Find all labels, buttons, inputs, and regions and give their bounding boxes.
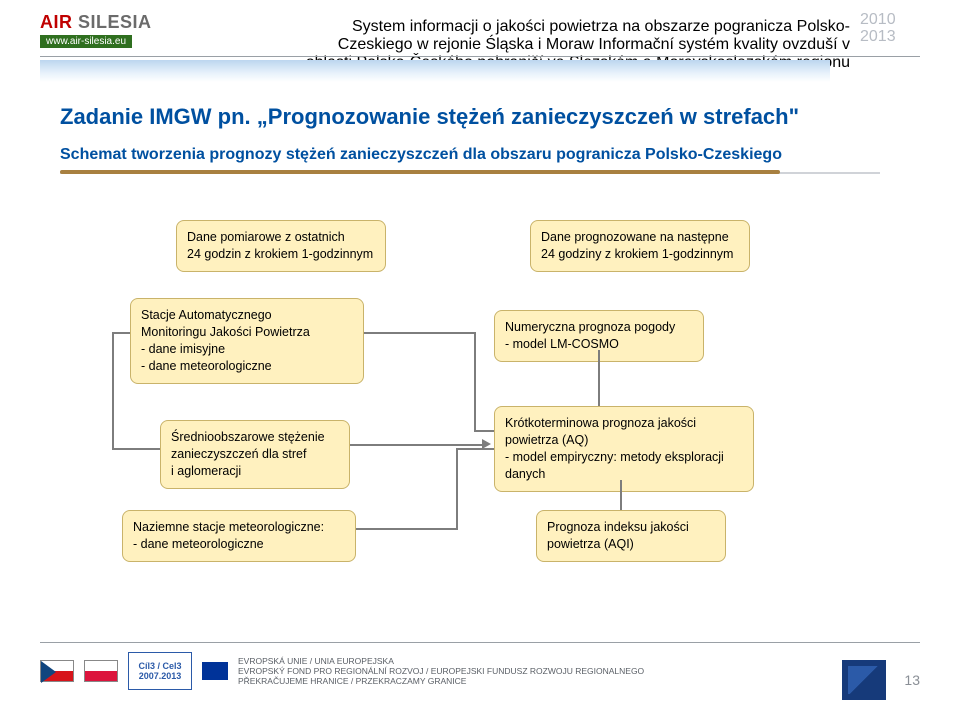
conn <box>112 448 160 450</box>
title-block: Zadanie IMGW pn. „Prognozowanie stężeń z… <box>60 104 900 166</box>
slide-title: Zadanie IMGW pn. „Prognozowanie stężeń z… <box>60 104 900 130</box>
box-line: Monitoringu Jakości Powietrza <box>141 324 353 341</box>
header-rule <box>40 56 920 57</box>
flag-pl-icon <box>84 660 118 682</box>
arrow-icon <box>482 439 491 449</box>
conn <box>620 480 622 510</box>
box-line: Dane prognozowane na następne <box>541 229 739 246</box>
box-line: zanieczyszczeń dla stref <box>171 446 339 463</box>
conn <box>364 332 474 334</box>
box-line: powietrza (AQ) <box>505 432 743 449</box>
box-line: powietrza (AQI) <box>547 536 715 553</box>
box-line: Prognoza indeksu jakości <box>547 519 715 536</box>
box-aq-forecast: Krótkoterminowa prognoza jakościpowietrz… <box>494 406 754 492</box>
footer-rule <box>40 642 920 643</box>
conn <box>598 350 600 406</box>
conn <box>112 332 114 450</box>
box-line: - model empiryczny: metody eksploracji <box>505 449 743 466</box>
conn <box>456 448 458 530</box>
box-area-concentration: Średnioobszarowe stężeniezanieczyszczeń … <box>160 420 350 489</box>
slide: AIR SILESIA www.air-silesia.eu System in… <box>0 0 960 720</box>
eu-text: EVROPSKÁ UNIE / UNIA EUROPEJSKA EVROPSKÝ… <box>238 656 644 687</box>
conn <box>350 444 482 446</box>
brand-logo: AIR SILESIA www.air-silesia.eu <box>40 12 152 48</box>
tab-active-bar <box>60 170 780 174</box>
box-line: - dane imisyjne <box>141 341 353 358</box>
year-start: 2010 <box>860 12 920 29</box>
conn <box>112 332 130 334</box>
brand-red: AIR <box>40 12 73 32</box>
flowchart: Dane pomiarowe z ostatnich24 godzin z kr… <box>0 190 960 620</box>
box-line: Naziemne stacje meteorologiczne: <box>133 519 345 536</box>
box-line: - dane meteorologiczne <box>133 536 345 553</box>
box-line: Stacje Automatycznego <box>141 307 353 324</box>
header: AIR SILESIA www.air-silesia.eu System in… <box>0 0 960 86</box>
box-ground-stations: Naziemne stacje meteorologiczne:- dane m… <box>122 510 356 562</box>
conn <box>474 332 476 432</box>
brand-grey: SILESIA <box>73 12 152 32</box>
programme-badge: Cíl3 / Cel3 2007.2013 <box>128 652 192 690</box>
page-number: 13 <box>904 672 920 688</box>
flag-cz-icon <box>40 660 74 682</box>
box-aqi-forecast: Prognoza indeksu jakościpowietrza (AQI) <box>536 510 726 562</box>
box-line: danych <box>505 466 743 483</box>
brand-url: www.air-silesia.eu <box>40 35 132 48</box>
box-line: 24 godzin z krokiem 1-godzinnym <box>187 246 375 263</box>
prog-line1: Cíl3 / Cel3 <box>138 661 181 671</box>
prog-line2: 2007.2013 <box>139 671 182 681</box>
footer: Cíl3 / Cel3 2007.2013 EVROPSKÁ UNIE / UN… <box>0 642 960 720</box>
box-line: Krótkoterminowa prognoza jakości <box>505 415 743 432</box>
box-monitoring-stations: Stacje AutomatycznegoMonitoringu Jakości… <box>130 298 364 384</box>
conn <box>356 528 456 530</box>
eu-flag-icon <box>202 662 228 680</box>
header-years: 2010 2013 <box>860 12 920 46</box>
box-line: - dane meteorologiczne <box>141 358 353 375</box>
box-forecast-data: Dane prognozowane na następne24 godziny … <box>530 220 750 272</box>
box-measured-data: Dane pomiarowe z ostatnich24 godzin z kr… <box>176 220 386 272</box>
box-line: Dane pomiarowe z ostatnich <box>187 229 375 246</box>
box-line: 24 godziny z krokiem 1-godzinnym <box>541 246 739 263</box>
header-sky-bg <box>40 60 830 82</box>
imgw-logo-icon <box>842 660 886 700</box>
brand-name: AIR SILESIA <box>40 12 152 33</box>
footer-right: 13 <box>842 660 920 700</box>
conn <box>474 430 494 432</box>
box-line: i aglomeracji <box>171 463 339 480</box>
slide-subtitle: Schemat tworzenia prognozy stężeń zaniec… <box>60 144 900 166</box>
year-end: 2013 <box>860 29 920 46</box>
footer-left: Cíl3 / Cel3 2007.2013 EVROPSKÁ UNIE / UN… <box>40 652 644 690</box>
box-line: Średnioobszarowe stężenie <box>171 429 339 446</box>
box-line: Numeryczna prognoza pogody <box>505 319 693 336</box>
